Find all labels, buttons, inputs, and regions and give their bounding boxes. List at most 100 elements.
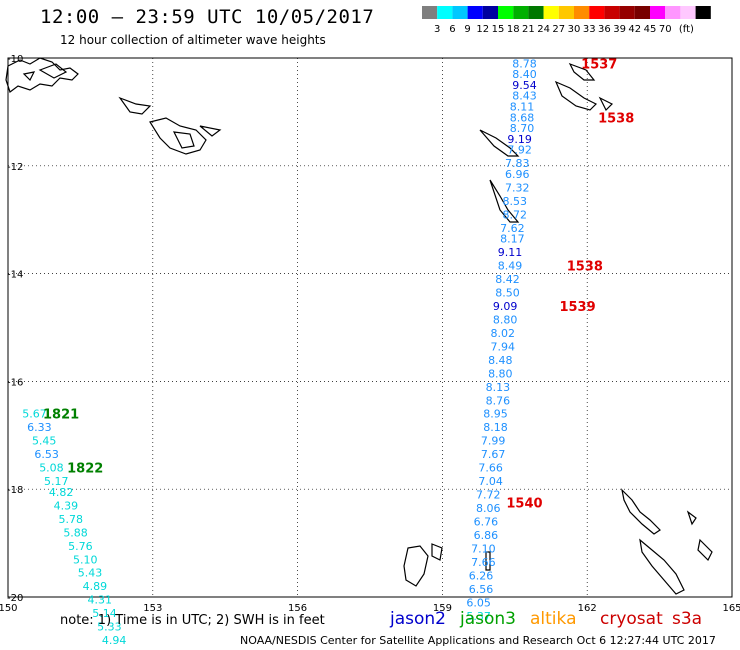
pass-number-label: 1821: [43, 408, 79, 423]
colorbar-swatch: [498, 6, 514, 19]
wave-height-label: 8.02: [490, 327, 515, 340]
colorbar-label: 12: [476, 24, 489, 35]
wave-height-label: 5.17: [44, 475, 69, 488]
map-frame: [7, 57, 733, 598]
colorbar-swatch: [513, 6, 529, 19]
coastline-new-britain: [118, 96, 152, 115]
colorbar-label: 9: [464, 24, 470, 35]
legend-jason3: jason3: [460, 609, 516, 629]
colorbar-swatch: [528, 6, 544, 19]
wave-height-label: 6.96: [505, 168, 530, 181]
colorbar-label: 6: [449, 24, 455, 35]
lat-tick-label: -18: [7, 485, 23, 496]
coastline-chesterfield-2: [431, 543, 443, 561]
wave-height-label: 7.62: [500, 222, 525, 235]
colorbar-label: 15: [492, 24, 505, 35]
pass-number-label: 1538: [567, 260, 603, 275]
wave-height-label: 7.32: [505, 181, 530, 194]
colorbar-label: 45: [644, 24, 657, 35]
wave-height-label: 6.26: [469, 569, 494, 582]
wave-height-label: 7.72: [476, 489, 501, 502]
coastline-png: [5, 57, 79, 93]
wave-height-label: 7.10: [471, 542, 496, 555]
wave-height-label: 6.56: [469, 583, 494, 596]
colorbar-swatch: [422, 6, 438, 19]
legend-altika: altika: [530, 609, 577, 629]
lat-tick-label: -20: [7, 593, 23, 604]
wave-height-label: 5.10: [73, 553, 98, 566]
pass-number-label: 1538: [598, 111, 634, 126]
wave-height-label: 6.53: [34, 448, 59, 461]
wave-height-label: 7.92: [507, 144, 532, 157]
wave-height-label: 8.13: [486, 381, 511, 394]
coastline-solomon-5: [489, 179, 520, 223]
wave-height-label: 4.89: [83, 580, 108, 593]
wave-height-label: 9.19: [507, 133, 532, 146]
wave-height-label: 6.05: [466, 596, 491, 609]
colorbar-swatch: [695, 6, 711, 19]
wave-height-label: 5.78: [58, 513, 83, 526]
wave-height-label: 7.66: [471, 556, 496, 569]
colorbar-swatch: [558, 6, 574, 19]
colorbar-swatch: [650, 6, 666, 19]
colorbar-label: 42: [628, 24, 641, 35]
wave-height-label: 7.04: [478, 475, 503, 488]
wave-height-label: 7.83: [505, 157, 530, 170]
legend-s3a: s3a: [672, 609, 703, 629]
lon-tick-label: 165: [722, 603, 740, 614]
colorbar-label: 33: [583, 24, 596, 35]
wave-height-label: 7.66: [478, 462, 503, 475]
wave-height-label: 8.48: [488, 354, 513, 367]
lat-tick-label: -10: [7, 54, 23, 65]
wave-height-label: 8.40: [512, 68, 537, 81]
map-grid: 150 153 156 159 162 165-10-12-14-16-18-20: [0, 54, 740, 614]
pass-number-label: 1539: [559, 300, 595, 315]
wave-height-label: 8.17: [500, 233, 525, 246]
lon-tick-label: 162: [578, 603, 597, 614]
wave-height-label: 8.18: [483, 421, 508, 434]
coastline-solomon-1: [554, 80, 598, 111]
wave-height-label: 6.76: [474, 516, 499, 529]
wave-height-label: 5.43: [78, 567, 103, 580]
colorbar-label: (ft): [679, 24, 694, 35]
colorbar-swatch: [619, 6, 635, 19]
legend-cryosat: cryosat: [600, 609, 663, 629]
colorbar-swatch: [437, 6, 453, 19]
wave-height-label: 4.82: [49, 486, 74, 499]
wave-height-label: 5.67: [22, 408, 47, 421]
wave-height-label: 5.45: [32, 435, 57, 448]
pass-number-label: 1822: [67, 462, 103, 477]
coastline-nc-2: [639, 538, 685, 595]
altimeter-tracks: 8.788.409.548.438.118.688.709.197.927.83…: [22, 57, 634, 647]
wave-height-colorbar: 3 6 9 12 15 18 21 24 27 30 33 36 39 42 45 70 (ft): [422, 6, 711, 35]
lat-tick-label: -14: [7, 270, 23, 281]
wave-height-label: 6.33: [27, 421, 52, 434]
wave-height-label: 8.95: [483, 408, 508, 421]
colorbar-label: 21: [522, 24, 535, 35]
colorbar-swatch: [589, 6, 605, 19]
colorbar-swatch: [665, 6, 681, 19]
wave-height-label: 4.39: [54, 499, 79, 512]
colorbar-label: 24: [537, 24, 550, 35]
coastline-louisiade-2: [172, 131, 195, 149]
wave-height-label: 5.08: [39, 462, 64, 475]
map-subtitle: 12 hour collection of altimeter wave hei…: [60, 33, 326, 47]
wave-height-label: 4.31: [87, 594, 112, 607]
coastline-nc-3: [686, 510, 697, 526]
coastline-solomon-4: [479, 129, 520, 157]
wave-height-label: 8.11: [510, 101, 535, 114]
wave-height-label: 4.94: [102, 634, 127, 647]
coastline-bellona: [485, 551, 491, 571]
wave-height-label: 9.09: [493, 300, 518, 313]
wave-height-label: 8.72: [503, 208, 528, 221]
wave-height-label: 8.49: [498, 260, 523, 273]
map-title: 12:00 – 23:59 UTC 10/05/2017: [40, 6, 375, 28]
wave-height-label: 7.99: [481, 435, 506, 448]
coastline-island-a: [22, 71, 36, 82]
colorbar-label: 30: [568, 24, 581, 35]
coastline-solomon-2: [568, 62, 596, 81]
coastline-png-2: [38, 63, 68, 79]
coastline-solomon-3: [598, 96, 614, 112]
colorbar-swatch: [680, 6, 696, 19]
wave-height-label: 8.68: [510, 111, 535, 124]
